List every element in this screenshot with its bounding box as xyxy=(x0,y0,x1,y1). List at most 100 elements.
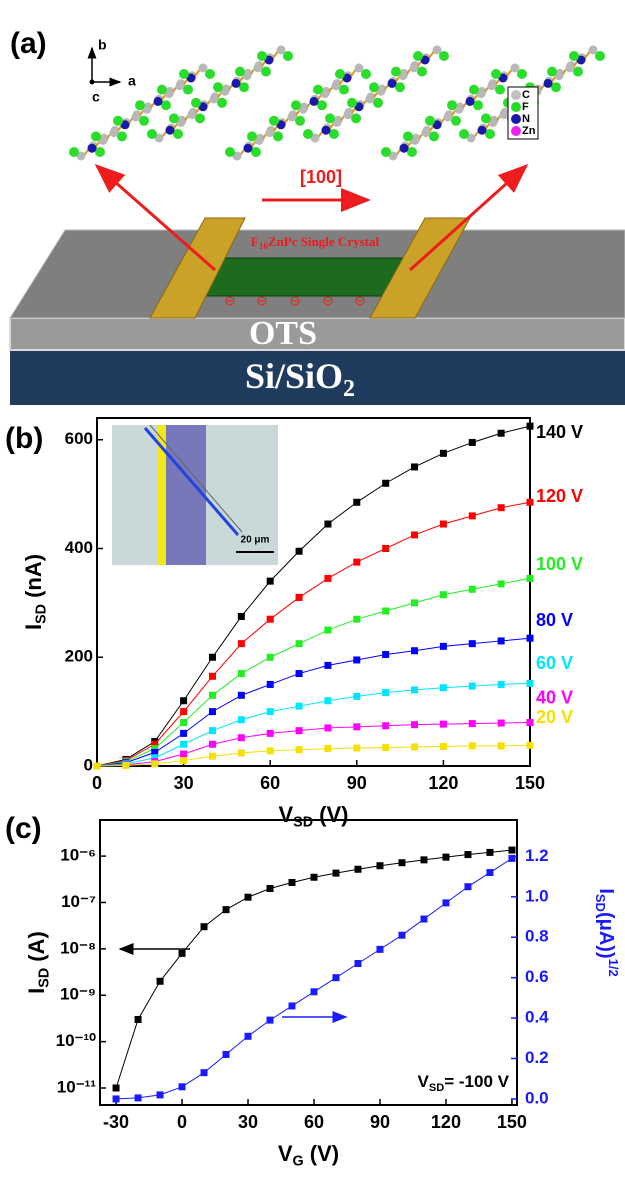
data-point xyxy=(411,647,418,654)
series-label: 100 V xyxy=(536,554,583,574)
data-point xyxy=(310,988,317,995)
axis-title-main: V xyxy=(418,1072,430,1091)
data-point xyxy=(442,854,449,861)
data-point xyxy=(354,866,361,873)
x-tick-label: 30 xyxy=(174,773,194,793)
y-tick-label: 400 xyxy=(65,538,93,557)
data-point xyxy=(209,741,216,748)
data-point xyxy=(353,745,360,752)
data-point xyxy=(376,946,383,953)
atom xyxy=(444,113,453,122)
atom xyxy=(139,116,149,126)
series-line xyxy=(97,578,530,766)
data-point xyxy=(420,916,427,923)
data-point xyxy=(464,851,471,858)
data-point xyxy=(180,708,187,715)
data-point xyxy=(209,708,216,715)
atom xyxy=(595,51,605,61)
data-point xyxy=(267,1017,274,1024)
atom xyxy=(273,131,283,141)
atom xyxy=(481,113,491,123)
data-point xyxy=(440,450,447,457)
atom xyxy=(517,69,527,79)
legend-label: F xyxy=(522,101,529,113)
data-point xyxy=(267,654,274,661)
y-tick-label: 200 xyxy=(65,647,93,666)
axis-title-sub: SD xyxy=(593,894,608,912)
axis-title-rest: (V) xyxy=(313,802,348,827)
axis-title: ISD (A) xyxy=(24,931,53,994)
data-point xyxy=(498,720,505,727)
x-tick-label: 60 xyxy=(260,773,280,793)
data-point xyxy=(411,686,418,693)
data-point xyxy=(469,512,476,519)
data-point xyxy=(498,580,505,587)
data-point xyxy=(440,743,447,750)
y2-tick-label: 1.2 xyxy=(525,846,549,865)
atom xyxy=(244,144,253,153)
data-point xyxy=(296,640,303,647)
legend-label: Zn xyxy=(522,125,536,137)
atom xyxy=(179,69,189,79)
atom xyxy=(173,129,183,139)
data-point xyxy=(398,859,405,866)
y-tick-label: 10⁻⁸ xyxy=(60,938,96,957)
atom xyxy=(235,67,245,77)
atom xyxy=(95,147,105,157)
atom xyxy=(403,131,413,141)
atom xyxy=(232,79,241,88)
data-point xyxy=(267,885,274,892)
data-point xyxy=(223,906,230,913)
y-tick-label: 10⁻¹⁰ xyxy=(56,1031,97,1050)
atom xyxy=(269,116,279,126)
atom xyxy=(347,98,357,108)
atom xyxy=(388,79,397,88)
data-point xyxy=(382,722,389,729)
axis-title: ISD(μA))1/2 xyxy=(593,888,621,976)
data-point xyxy=(122,762,129,769)
data-point xyxy=(267,708,274,715)
data-point xyxy=(179,950,186,957)
data-point xyxy=(411,721,418,728)
atom xyxy=(451,116,461,126)
data-point xyxy=(382,744,389,751)
atom xyxy=(373,98,383,108)
data-point xyxy=(486,869,493,876)
layer-sub: 2 xyxy=(343,376,355,402)
data-point xyxy=(469,720,476,727)
data-point xyxy=(180,757,187,764)
axis-label: a xyxy=(128,73,136,89)
atom xyxy=(478,126,487,135)
data-point xyxy=(157,1091,164,1098)
data-point xyxy=(113,1084,120,1091)
atom xyxy=(257,51,267,61)
atom xyxy=(69,147,79,157)
data-point xyxy=(442,899,449,906)
data-point xyxy=(382,608,389,615)
data-point xyxy=(420,856,427,863)
atom xyxy=(551,82,561,92)
axis-title-rest: (A) xyxy=(24,931,49,968)
crystal-rest: ZnPc Single Crystal xyxy=(268,234,380,249)
data-point xyxy=(245,1033,252,1040)
data-point xyxy=(94,763,101,770)
series-label: 140 V xyxy=(536,422,583,442)
data-point xyxy=(353,656,360,663)
atom xyxy=(425,116,435,126)
series-label: 120 V xyxy=(536,486,583,506)
data-point xyxy=(469,640,476,647)
y2-tick-label: 0.0 xyxy=(525,1088,549,1107)
data-point xyxy=(267,578,274,585)
series-label: 80 V xyxy=(536,610,573,630)
data-point xyxy=(498,742,505,749)
data-point xyxy=(440,721,447,728)
atom xyxy=(195,113,205,123)
x-tick-label: 30 xyxy=(238,1112,258,1132)
axis-title-main: V xyxy=(278,802,293,827)
atom xyxy=(117,131,127,141)
data-point xyxy=(113,1095,120,1102)
panel-label: (a) xyxy=(10,27,47,60)
layer-main: Si/SiO xyxy=(245,356,343,396)
data-point xyxy=(353,693,360,700)
data-point xyxy=(151,760,158,767)
